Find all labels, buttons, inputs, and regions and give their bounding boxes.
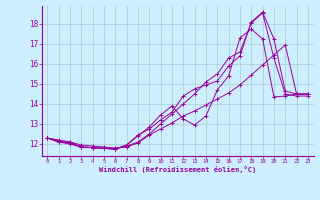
X-axis label: Windchill (Refroidissement éolien,°C): Windchill (Refroidissement éolien,°C)	[99, 166, 256, 173]
